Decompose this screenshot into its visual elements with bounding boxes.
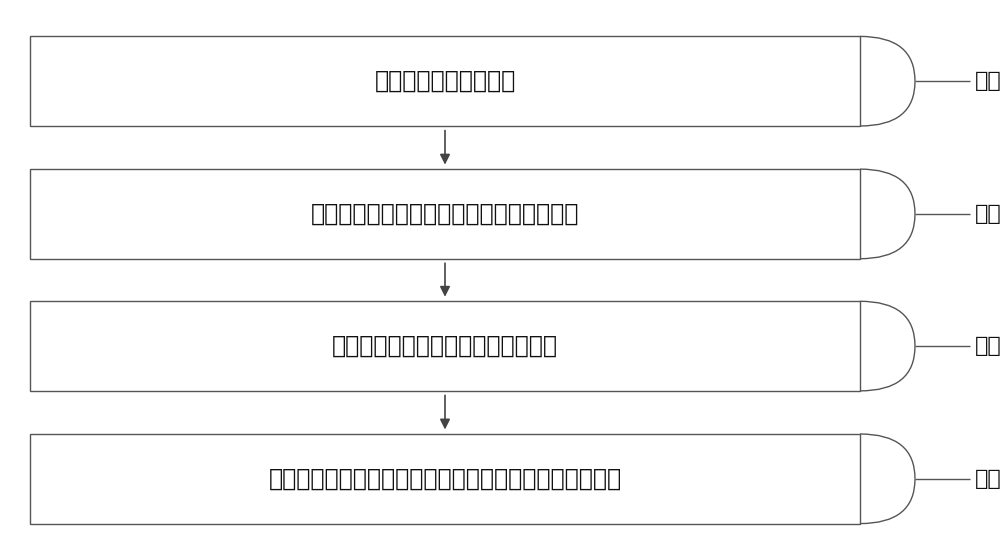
Bar	[30, 169, 860, 259]
Text: 在所述模型骨架上覆盖一定厚度的轻质黏土: 在所述模型骨架上覆盖一定厚度的轻质黏土	[311, 202, 579, 226]
Text: 步骤4: 步骤4	[975, 469, 1000, 489]
Text: 在所述轻质黏土的表面涂抹混合泥浆: 在所述轻质黏土的表面涂抹混合泥浆	[332, 334, 558, 358]
Text: 步骤2: 步骤2	[975, 204, 1000, 224]
Text: 在模型表面添加建筑物、构筑物及对应得树木、人和设施: 在模型表面添加建筑物、构筑物及对应得树木、人和设施	[268, 467, 622, 491]
Bar	[30, 301, 860, 391]
Bar	[30, 434, 860, 524]
Text: 步骤3: 步骤3	[975, 336, 1000, 356]
Text: 步骤1: 步骤1	[975, 71, 1000, 91]
Bar	[30, 36, 860, 126]
Text: 用泡沫板作为模型骨架: 用泡沫板作为模型骨架	[374, 69, 516, 93]
